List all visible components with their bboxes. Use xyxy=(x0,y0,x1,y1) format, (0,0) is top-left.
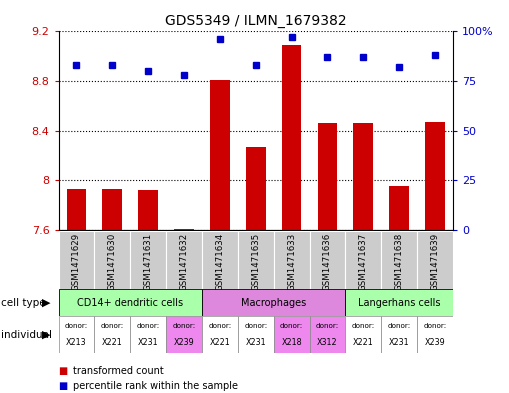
Text: donor:: donor: xyxy=(352,323,375,329)
Text: ▶: ▶ xyxy=(42,330,50,340)
Text: X231: X231 xyxy=(245,338,266,347)
Text: Macrophages: Macrophages xyxy=(241,298,306,308)
Bar xyxy=(389,187,409,230)
Bar xyxy=(346,231,381,289)
Text: donor:: donor: xyxy=(136,323,160,329)
Text: GSM1471636: GSM1471636 xyxy=(323,232,332,291)
Bar xyxy=(238,231,274,289)
Bar xyxy=(346,289,453,316)
Bar xyxy=(94,316,130,353)
Bar xyxy=(67,189,87,230)
Text: ■: ■ xyxy=(59,381,68,391)
Bar xyxy=(166,231,202,289)
Bar xyxy=(381,231,417,289)
Text: ■: ■ xyxy=(59,366,68,376)
Bar xyxy=(202,316,238,353)
Text: transformed count: transformed count xyxy=(73,366,163,376)
Bar xyxy=(174,229,194,230)
Text: X221: X221 xyxy=(102,338,123,347)
Text: donor:: donor: xyxy=(423,323,447,329)
Bar xyxy=(102,189,122,230)
Text: GSM1471637: GSM1471637 xyxy=(359,232,368,291)
Bar xyxy=(202,231,238,289)
Bar xyxy=(309,316,346,353)
Text: donor:: donor: xyxy=(65,323,88,329)
Text: ▶: ▶ xyxy=(42,298,50,308)
Text: X231: X231 xyxy=(138,338,158,347)
Bar xyxy=(425,122,445,230)
Text: X213: X213 xyxy=(66,338,87,347)
Bar xyxy=(59,289,202,316)
Bar xyxy=(309,231,346,289)
Text: donor:: donor: xyxy=(208,323,232,329)
Text: donor:: donor: xyxy=(387,323,411,329)
Text: X239: X239 xyxy=(174,338,194,347)
Text: GSM1471638: GSM1471638 xyxy=(394,232,404,291)
Bar xyxy=(202,289,346,316)
Text: X221: X221 xyxy=(353,338,374,347)
Bar xyxy=(346,316,381,353)
Text: GSM1471632: GSM1471632 xyxy=(180,232,188,291)
Bar xyxy=(94,231,130,289)
Bar xyxy=(353,123,373,230)
Bar xyxy=(381,316,417,353)
Text: GSM1471630: GSM1471630 xyxy=(108,232,117,291)
Text: donor:: donor: xyxy=(280,323,303,329)
Text: donor:: donor: xyxy=(316,323,339,329)
Text: X231: X231 xyxy=(389,338,410,347)
Bar xyxy=(59,316,94,353)
Bar xyxy=(130,316,166,353)
Text: X312: X312 xyxy=(317,338,338,347)
Text: GSM1471635: GSM1471635 xyxy=(251,232,260,291)
Text: cell type: cell type xyxy=(1,298,46,308)
Bar xyxy=(282,45,301,230)
Text: donor:: donor: xyxy=(244,323,267,329)
Bar xyxy=(210,80,230,230)
Text: GSM1471629: GSM1471629 xyxy=(72,232,81,290)
Text: X221: X221 xyxy=(210,338,230,347)
Bar xyxy=(318,123,337,230)
Text: individual: individual xyxy=(1,330,52,340)
Title: GDS5349 / ILMN_1679382: GDS5349 / ILMN_1679382 xyxy=(165,14,347,28)
Text: GSM1471634: GSM1471634 xyxy=(215,232,224,291)
Text: CD14+ dendritic cells: CD14+ dendritic cells xyxy=(77,298,183,308)
Bar xyxy=(130,231,166,289)
Text: Langerhans cells: Langerhans cells xyxy=(358,298,440,308)
Bar xyxy=(417,231,453,289)
Bar xyxy=(238,316,274,353)
Text: X218: X218 xyxy=(281,338,302,347)
Bar xyxy=(138,190,158,230)
Bar xyxy=(417,316,453,353)
Text: donor:: donor: xyxy=(101,323,124,329)
Text: GSM1471633: GSM1471633 xyxy=(287,232,296,291)
Bar xyxy=(274,316,309,353)
Bar xyxy=(166,316,202,353)
Bar xyxy=(59,231,94,289)
Bar xyxy=(274,231,309,289)
Text: percentile rank within the sample: percentile rank within the sample xyxy=(73,381,238,391)
Bar xyxy=(246,147,266,230)
Text: X239: X239 xyxy=(425,338,445,347)
Text: donor:: donor: xyxy=(173,323,195,329)
Text: GSM1471639: GSM1471639 xyxy=(431,232,440,290)
Text: GSM1471631: GSM1471631 xyxy=(144,232,153,291)
